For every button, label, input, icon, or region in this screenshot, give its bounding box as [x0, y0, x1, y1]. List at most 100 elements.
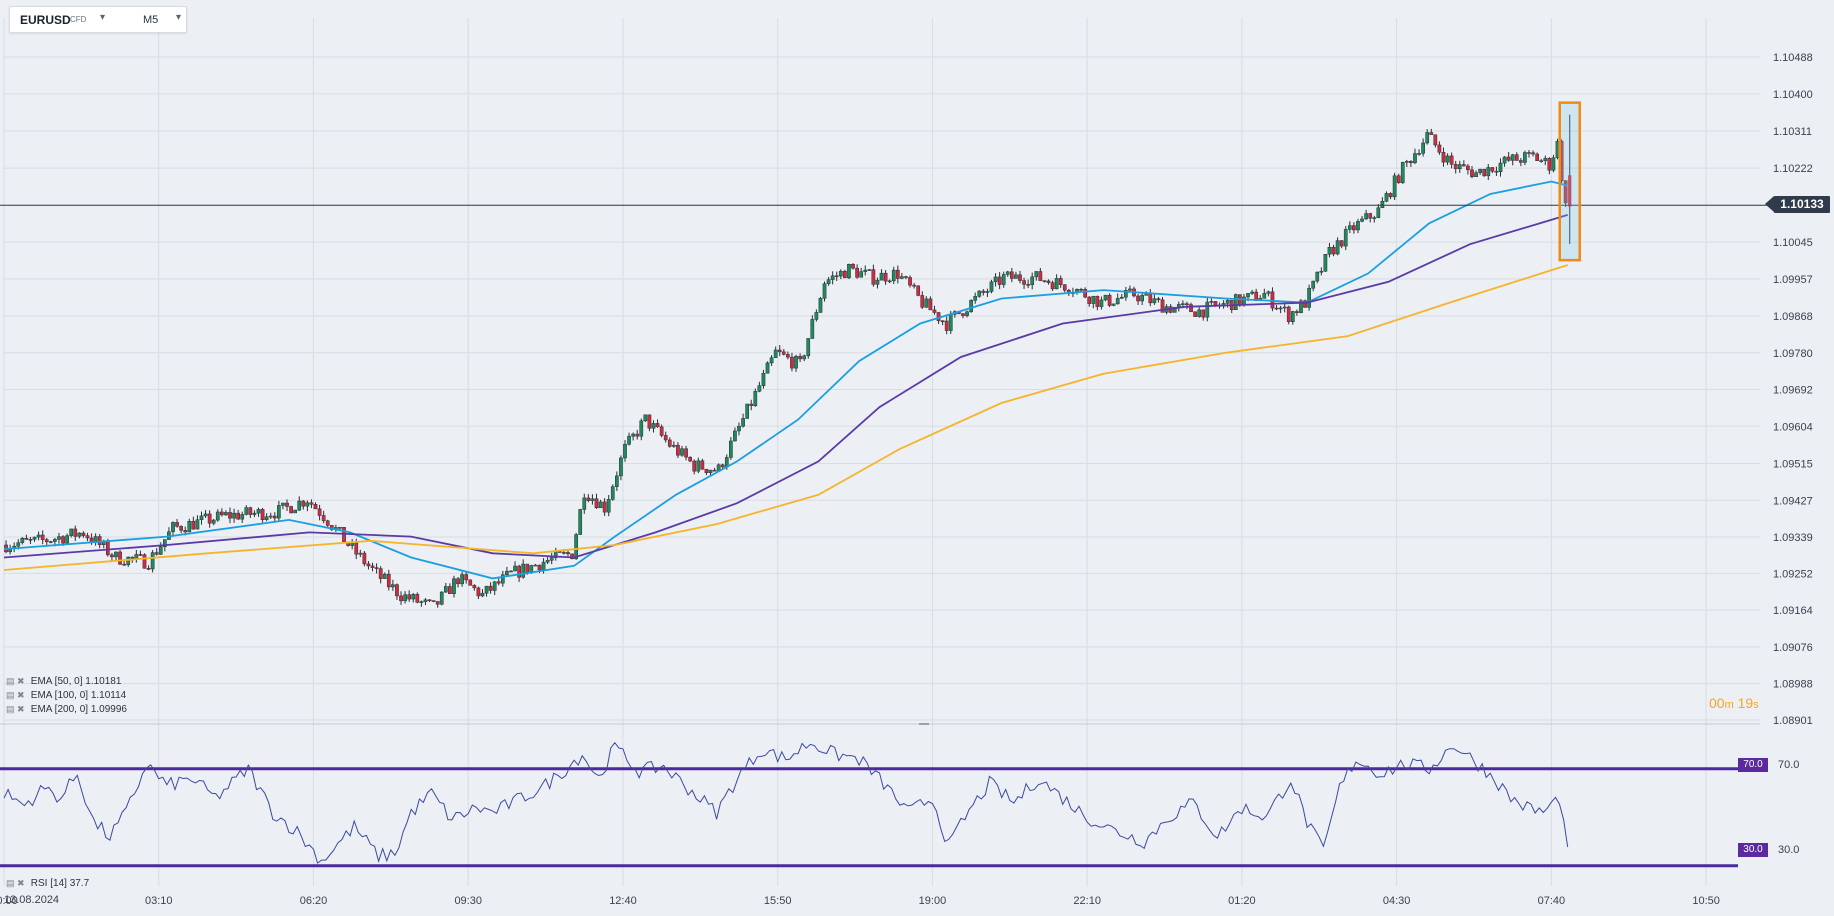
candle-body — [875, 279, 880, 285]
candle-body — [1470, 169, 1474, 177]
candle-body — [1295, 311, 1299, 313]
candle-body — [1478, 168, 1482, 173]
candle-body — [179, 526, 183, 531]
time-axis-label: 09:30 — [454, 895, 482, 907]
symbol-name[interactable]: EURUSD — [20, 13, 71, 27]
candle-body — [716, 464, 721, 471]
candle-body — [248, 507, 253, 515]
candle-body — [981, 290, 986, 293]
candle-body — [1307, 287, 1311, 308]
candle-body — [1421, 142, 1425, 154]
candle-body — [598, 501, 603, 509]
candle-body — [419, 601, 424, 603]
candle-body — [1303, 300, 1307, 308]
candle-body — [138, 554, 143, 556]
candle-body — [773, 349, 778, 358]
candle-body — [948, 314, 953, 331]
candle-body — [940, 320, 945, 323]
candle-body — [211, 519, 216, 524]
price-axis-label: 1.09515 — [1773, 458, 1813, 470]
candle-body — [1193, 311, 1197, 317]
candle-body — [1519, 160, 1523, 163]
caret-down-icon[interactable]: ▾ — [176, 12, 182, 23]
candle-body — [162, 539, 167, 548]
candle-body — [1506, 156, 1511, 161]
candle-body — [1209, 301, 1214, 303]
menu-close-icon[interactable]: ▤ ✖ — [6, 690, 25, 700]
candle-body — [378, 568, 383, 579]
symbol-toolbar[interactable]: EURUSD CFD ▾ M5 ▾ — [9, 6, 187, 33]
candle-body — [1091, 295, 1096, 304]
candle-body — [142, 554, 147, 569]
candle-body — [1425, 132, 1430, 144]
timeframe-selector[interactable]: M5 — [143, 14, 159, 26]
candle-body — [509, 570, 513, 573]
candle-body — [126, 556, 131, 565]
candle-body — [513, 565, 517, 572]
candle-body — [183, 530, 188, 533]
candle-body — [655, 423, 660, 428]
menu-close-icon[interactable]: ▤ ✖ — [6, 676, 25, 686]
candle-body — [232, 512, 236, 519]
candle-body — [1083, 289, 1087, 298]
candle-body — [871, 269, 876, 285]
candle-body — [1290, 311, 1295, 322]
candle-body — [977, 290, 982, 297]
candle-body — [350, 542, 355, 546]
candle-body — [97, 536, 102, 545]
candle-body — [1457, 164, 1462, 170]
rsi-label: RSI [14] 37.7 — [30, 878, 90, 889]
candle-body — [472, 585, 477, 589]
legend-rsi[interactable]: ▤ ✖ RSI [14] 37.7 — [6, 878, 89, 889]
candle-body — [1441, 152, 1446, 163]
caret-down-icon[interactable]: ▾ — [100, 12, 106, 23]
candle-body — [476, 587, 481, 597]
legend-ema100[interactable]: ▤ ✖ EMA [100, 0] 1.10114 — [6, 690, 126, 701]
candle-body — [623, 443, 627, 459]
price-axis-label: 1.08901 — [1773, 715, 1813, 727]
candle-body — [24, 537, 29, 540]
candle-body — [757, 385, 762, 392]
candle-body — [244, 507, 249, 515]
price-axis-label: 1.09604 — [1773, 421, 1813, 433]
candle-body — [48, 541, 53, 543]
candle-body — [1022, 280, 1026, 285]
candle-body — [260, 509, 265, 520]
price-axis-label: 1.09252 — [1773, 568, 1813, 580]
candle-body — [40, 534, 45, 540]
candle-body — [1001, 274, 1006, 285]
candle-body — [590, 498, 595, 501]
candle-body — [928, 298, 933, 311]
price-axis-label: 1.09780 — [1773, 348, 1813, 360]
legend-ema200[interactable]: ▤ ✖ EMA [200, 0] 1.09996 — [6, 704, 127, 715]
candle-body — [325, 520, 330, 526]
ema-line — [3, 180, 1568, 580]
candle-body — [1527, 152, 1531, 154]
candle-body — [781, 351, 786, 355]
candle-body — [1034, 271, 1039, 278]
legend-ema50[interactable]: ▤ ✖ EMA [50, 0] 1.10181 — [6, 676, 121, 687]
candle-body — [932, 309, 937, 313]
candle-body — [1482, 168, 1487, 177]
ema50-value: 1.10181 — [85, 676, 122, 687]
price-axis-label: 1.09339 — [1773, 532, 1813, 544]
candle-body — [1429, 132, 1434, 135]
menu-close-icon[interactable]: ▤ ✖ — [6, 704, 25, 714]
candle-body — [399, 595, 403, 602]
candle-body — [887, 280, 892, 283]
candle-body — [150, 552, 155, 570]
candle-body — [81, 532, 86, 536]
candle-body — [1433, 134, 1438, 146]
candle-body — [639, 420, 644, 437]
candle-body — [961, 313, 965, 316]
candle-body — [1299, 300, 1303, 313]
candle-body — [484, 585, 489, 594]
menu-close-icon[interactable]: ▤ ✖ — [6, 878, 25, 888]
candle-body — [733, 430, 737, 442]
candle-body — [570, 553, 574, 560]
candle-body — [985, 291, 990, 293]
candle-body — [1327, 247, 1332, 255]
candle-body — [1445, 155, 1450, 163]
candle-body — [794, 356, 798, 369]
